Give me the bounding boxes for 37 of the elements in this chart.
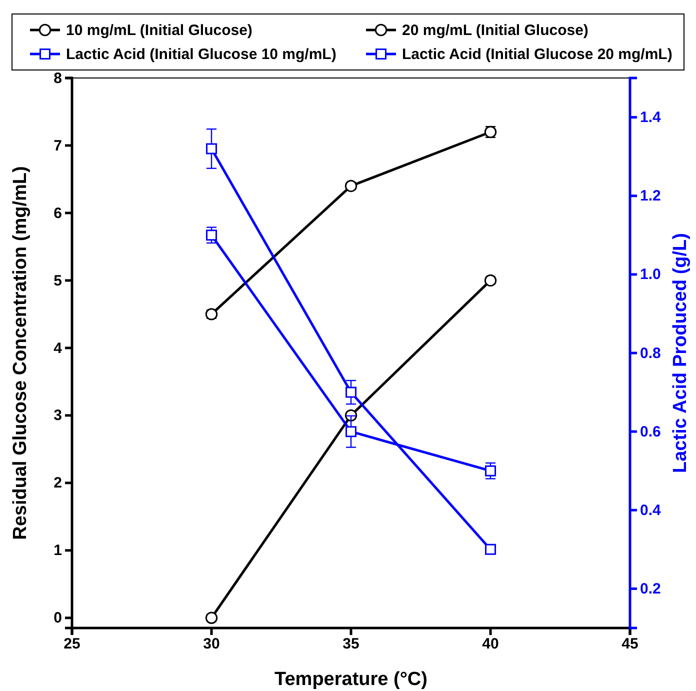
legend-label: Lactic Acid (Initial Glucose 20 mg/mL)	[402, 46, 672, 63]
y-tick-label: 6	[54, 204, 62, 222]
point	[346, 386, 356, 398]
y2-axis-title: Lactic Acid Produced (g/L)	[670, 233, 691, 473]
legend-label: Lactic Acid (Initial Glucose 10 mg/mL)	[66, 46, 336, 63]
x-tick-label: 45	[622, 636, 638, 653]
y-tick-label: 8	[54, 70, 62, 87]
point	[485, 465, 496, 476]
x-axis-title: Temperature (°C)	[274, 669, 428, 690]
point	[485, 544, 496, 555]
legend-label: 20 mg/mL (Initial Glucose)	[402, 22, 588, 39]
y2-tick-label: 0.4	[640, 502, 662, 519]
y-axis-title: Residual Glucose Concentration (mg/mL)	[10, 166, 31, 540]
y-tick-label: 0	[54, 610, 62, 627]
point	[344, 180, 358, 192]
y-tick-label: 3	[54, 407, 62, 424]
legend-label: 10 mg/mL (Initial Glucose)	[66, 22, 252, 39]
y-tick-label: 7	[54, 137, 62, 154]
point	[206, 230, 217, 241]
y2-tick-label: 1.0	[640, 266, 661, 284]
point	[205, 612, 218, 624]
y2-tick-label: 0.2	[640, 580, 661, 598]
y2-tick-label: 0.6	[640, 423, 661, 440]
y2-tick-label: 0.8	[640, 344, 661, 362]
y2-tick-label: 1.4	[640, 109, 662, 126]
y-tick-label: 1	[54, 542, 62, 560]
y-tick-label: 4	[54, 340, 63, 357]
y-tick-label: 2	[54, 474, 62, 492]
x-tick-label: 25	[64, 636, 80, 653]
y2-tick-label: 1.2	[640, 188, 661, 205]
x-tick-label: 35	[342, 636, 360, 653]
point	[206, 143, 217, 154]
point	[346, 426, 356, 438]
y-tick-label: 5	[54, 272, 62, 290]
x-tick-label: 30	[203, 636, 220, 653]
x-tick-label: 40	[482, 636, 499, 653]
point	[484, 274, 497, 287]
